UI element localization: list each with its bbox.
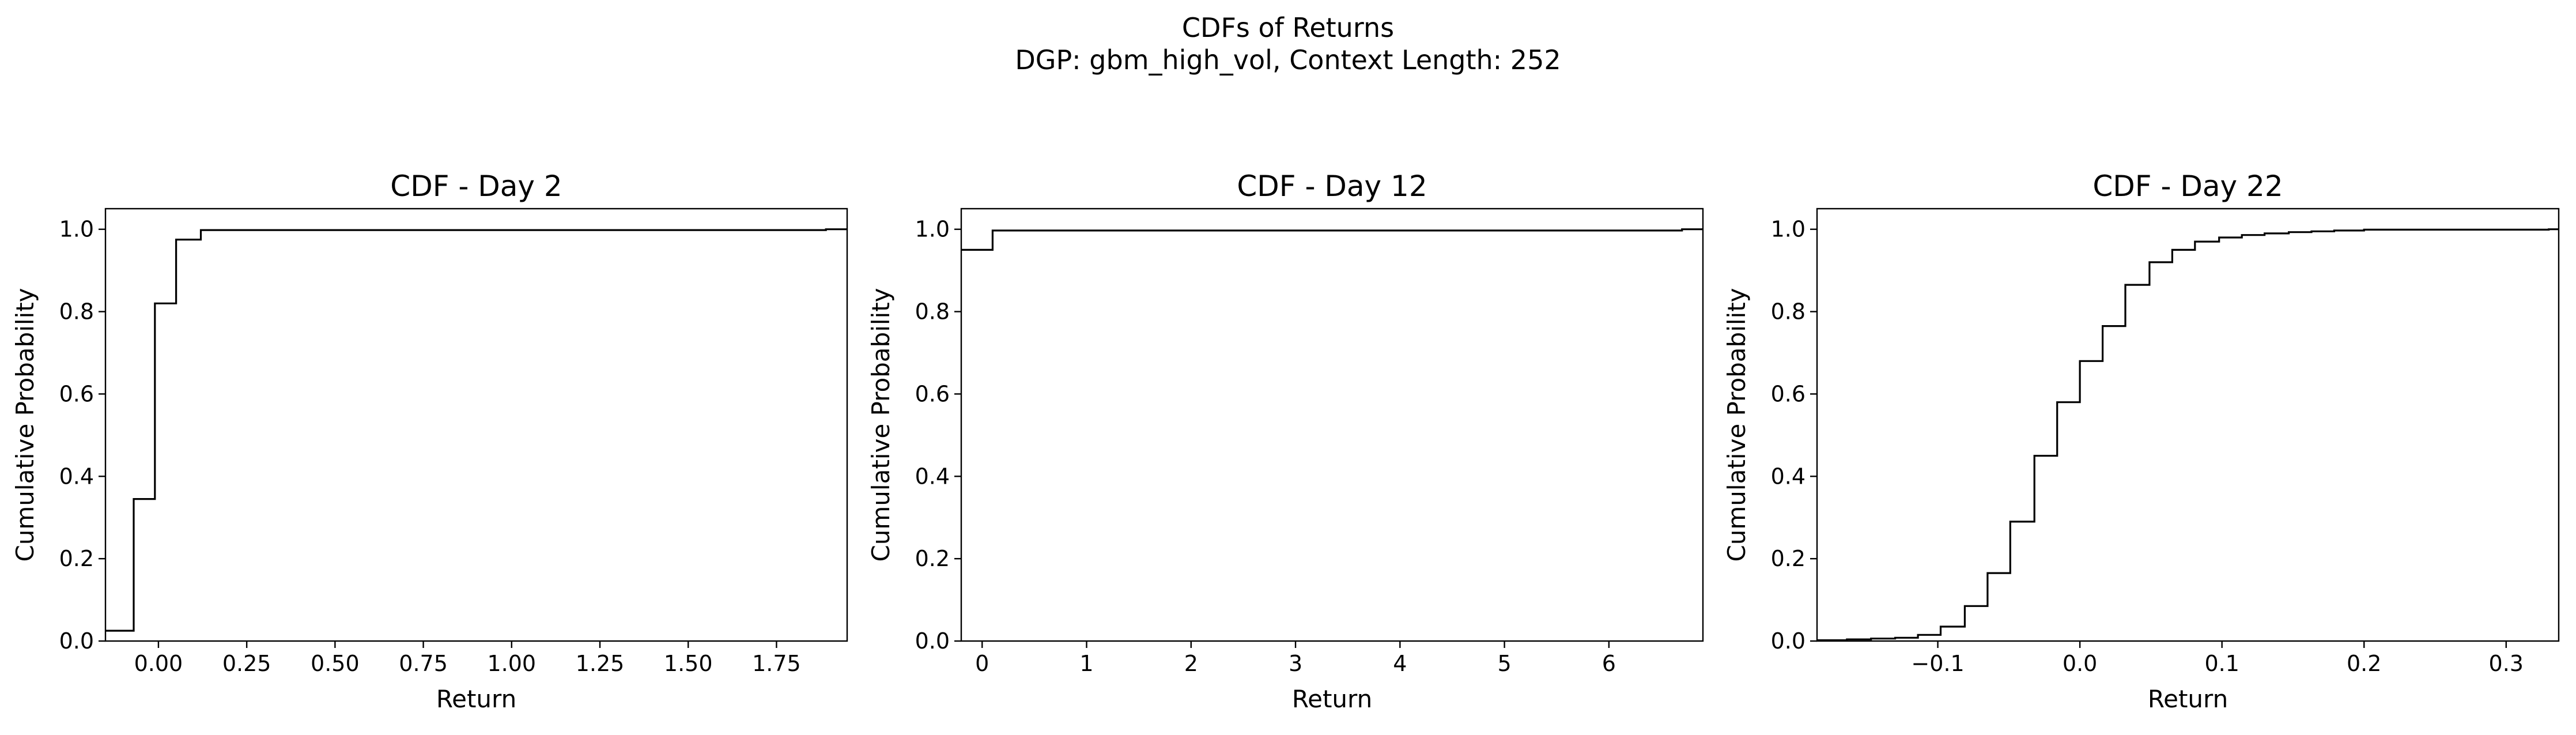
subplot-title: CDF - Day 22 <box>2092 169 2283 203</box>
figure-title: CDFs of Returns <box>1182 12 1394 43</box>
y-tick-label: 1.0 <box>59 217 94 242</box>
y-tick-label: 0.4 <box>59 463 94 489</box>
y-tick-label: 0.0 <box>1771 628 1806 654</box>
y-tick-label: 0.6 <box>1771 381 1806 406</box>
y-tick-label: 0.6 <box>59 381 94 406</box>
x-tick-label: 1.25 <box>576 651 625 676</box>
subplot-title: CDF - Day 2 <box>390 169 562 203</box>
x-axis-label: Return <box>2148 685 2228 713</box>
x-tick-label: 0 <box>975 651 989 676</box>
y-axis-label: Cumulative Probability <box>11 288 39 561</box>
x-tick-label: 0.2 <box>2347 651 2381 676</box>
y-tick-label: 1.0 <box>915 217 950 242</box>
y-axis-label: Cumulative Probability <box>867 288 895 561</box>
x-tick-label: 0.25 <box>222 651 271 676</box>
y-tick-label: 0.8 <box>59 299 94 325</box>
x-axis-label: Return <box>1292 685 1372 713</box>
x-tick-label: 4 <box>1393 651 1407 676</box>
axes-frame <box>104 208 848 642</box>
x-tick-label: 0.75 <box>399 651 448 676</box>
cdf-step-line <box>961 228 1703 251</box>
subplot-title: CDF - Day 12 <box>1237 169 1427 203</box>
y-axis-label: Cumulative Probability <box>1723 288 1751 561</box>
x-tick-label: 1.75 <box>752 651 801 676</box>
x-tick-label: 0.1 <box>2204 651 2239 676</box>
subplots: CDF - Day 20.00 0.25 0.50 0.75 1.00 1.25 1.50 1… <box>11 169 2560 713</box>
y-tick-label: 0.4 <box>915 463 950 489</box>
x-tick-label: 5 <box>1497 651 1511 676</box>
x-tick-label: 1.00 <box>487 651 536 676</box>
x-tick-label: 0.0 <box>2063 651 2097 676</box>
x-tick-label: 0.00 <box>134 651 183 676</box>
y-tick-label: 0.6 <box>915 381 950 406</box>
y-tick-label: 0.0 <box>915 628 950 654</box>
y-tick-label: 0.8 <box>915 299 950 325</box>
subplot-3: CDF - Day 22 −0.1 0.0 0.1 0.2 0.3 0.0 0.2 0.4 0.6… <box>1723 169 2560 713</box>
figure-subtitle: DGP: gbm_high_vol, Context Length: 252 <box>1015 44 1561 76</box>
y-tick-label: 0.4 <box>1771 463 1806 489</box>
axes-frame <box>1816 208 2560 642</box>
x-tick-label: −0.1 <box>1911 651 1964 676</box>
cdf-step-line <box>105 228 847 632</box>
subplot-1: CDF - Day 2 0.00 0.25 0.50 0.75 1.00 1.25 1.50 1… <box>11 169 848 713</box>
x-tick-label: 0.3 <box>2489 651 2524 676</box>
x-tick-label: 3 <box>1289 651 1302 676</box>
y-tick-label: 1.0 <box>1771 217 1806 242</box>
x-tick-label: 6 <box>1602 651 1616 676</box>
y-tick-label: 0.2 <box>915 546 950 571</box>
y-tick-label: 0.2 <box>59 546 94 571</box>
cdf-step-line <box>1817 228 2559 642</box>
x-axis-label: Return <box>436 685 516 713</box>
x-tick-label: 1.50 <box>664 651 713 676</box>
x-tick-label: 2 <box>1184 651 1198 676</box>
axes-frame <box>960 208 1704 642</box>
x-tick-label: 0.50 <box>311 651 360 676</box>
subplot-2: CDF - Day 12 0 1 2 3 4 5 6 0.0 0.2 0.4 0.6 0.8 1.0 Ret… <box>867 169 1704 713</box>
y-tick-label: 0.2 <box>1771 546 1806 571</box>
y-tick-label: 0.8 <box>1771 299 1806 325</box>
x-tick-label: 1 <box>1079 651 1093 676</box>
y-tick-label: 0.0 <box>59 628 94 654</box>
